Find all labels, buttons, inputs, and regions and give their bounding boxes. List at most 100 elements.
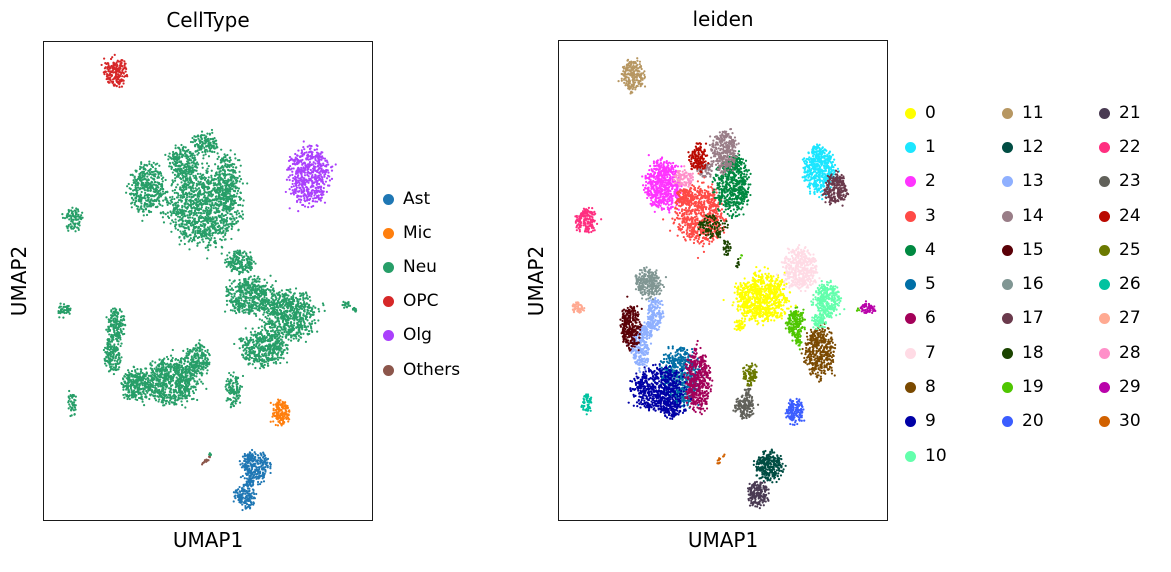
- legend-marker-icon: [1099, 382, 1110, 394]
- celltype-title: CellType: [166, 8, 250, 32]
- legend-item-8: 8: [905, 370, 1002, 404]
- legend-label: 10: [925, 445, 947, 466]
- legend-item-3: 3: [905, 199, 1002, 233]
- legend-marker-icon: [1099, 347, 1110, 359]
- legend-item-11: 11: [1002, 96, 1099, 130]
- legend-label: 25: [1119, 239, 1141, 260]
- legend-item-30: 30: [1099, 405, 1141, 439]
- legend-item-2: 2: [905, 165, 1002, 199]
- legend-item-4: 4: [905, 233, 1002, 267]
- legend-marker-icon: [1099, 279, 1110, 291]
- legend-item-5: 5: [905, 267, 1002, 301]
- celltype-axes: [43, 41, 373, 521]
- legend-marker-icon: [1002, 382, 1013, 394]
- legend-item-24: 24: [1099, 199, 1141, 233]
- legend-label: 5: [925, 274, 936, 295]
- legend-marker-icon: [1099, 416, 1110, 428]
- legend-label: 13: [1022, 171, 1044, 192]
- legend-marker-icon: [1002, 347, 1013, 359]
- legend-label: 17: [1022, 308, 1044, 329]
- legend-label: 18: [1022, 342, 1044, 363]
- legend-label: 16: [1022, 274, 1044, 295]
- legend-item-6: 6: [905, 302, 1002, 336]
- legend-label: Neu: [403, 256, 437, 277]
- legend-label: 8: [925, 377, 936, 398]
- legend-item-15: 15: [1002, 233, 1099, 267]
- legend-label: 2: [925, 171, 936, 192]
- legend-marker-icon: [905, 176, 916, 188]
- leiden-xlabel: UMAP1: [687, 528, 759, 552]
- legend-label: 30: [1119, 411, 1141, 432]
- legend-label: 1: [925, 136, 936, 157]
- celltype-xlabel: UMAP1: [172, 528, 244, 552]
- legend-item-12: 12: [1002, 130, 1099, 164]
- legend-item-29: 29: [1099, 370, 1141, 404]
- legend-label: 11: [1022, 102, 1044, 123]
- legend-label: 20: [1022, 411, 1044, 432]
- legend-marker-icon: [1002, 416, 1013, 428]
- legend-item-16: 16: [1002, 267, 1099, 301]
- legend-item-Olg: Olg: [383, 319, 460, 353]
- legend-label: 28: [1119, 342, 1141, 363]
- legend-marker-icon: [383, 330, 394, 342]
- legend-column: 11 12 13 14 15 16 17 18 19 20: [1002, 96, 1099, 473]
- legend-marker-icon: [905, 244, 916, 256]
- legend-item-22: 22: [1099, 130, 1141, 164]
- legend-marker-icon: [1002, 244, 1013, 256]
- legend-label: 29: [1119, 377, 1141, 398]
- legend-item-Mic: Mic: [383, 216, 460, 250]
- legend-marker-icon: [1002, 176, 1013, 188]
- legend-label: Ast: [403, 188, 431, 209]
- legend-marker-icon: [1002, 279, 1013, 291]
- legend-marker-icon: [383, 227, 394, 239]
- legend-item-10: 10: [905, 439, 1002, 473]
- legend-marker-icon: [1002, 141, 1013, 153]
- legend-item-19: 19: [1002, 370, 1099, 404]
- legend-item-14: 14: [1002, 199, 1099, 233]
- legend-label: OPC: [403, 291, 439, 312]
- legend-marker-icon: [383, 193, 394, 205]
- legend-label: 12: [1022, 136, 1044, 157]
- legend-marker-icon: [383, 261, 394, 273]
- leiden-legend: 0 1 2 3 4 5 6 7 8 9 10 11 12 13 14 15 16 17 18 19 20 21 22 23 24…: [905, 96, 1141, 473]
- legend-item-1: 1: [905, 130, 1002, 164]
- legend-item-0: 0: [905, 96, 1002, 130]
- leiden-ylabel: UMAP2: [524, 245, 548, 317]
- legend-column: 21 22 23 24 25 26 27 28 29 30: [1099, 96, 1141, 473]
- legend-label: 21: [1119, 102, 1141, 123]
- legend-marker-icon: [905, 210, 916, 222]
- celltype-legend: Ast Mic Neu OPC Olg Others: [383, 182, 460, 387]
- legend-item-13: 13: [1002, 165, 1099, 199]
- legend-marker-icon: [1099, 107, 1110, 119]
- legend-item-Others: Others: [383, 353, 460, 387]
- legend-label: Others: [403, 359, 461, 380]
- leiden-title: leiden: [692, 7, 754, 31]
- legend-item-25: 25: [1099, 233, 1141, 267]
- legend-item-OPC: OPC: [383, 285, 460, 319]
- legend-marker-icon: [905, 382, 916, 394]
- legend-item-Neu: Neu: [383, 250, 460, 284]
- legend-label: 19: [1022, 377, 1044, 398]
- legend-column: Ast Mic Neu OPC Olg Others: [383, 182, 460, 387]
- legend-item-27: 27: [1099, 302, 1141, 336]
- legend-marker-icon: [905, 313, 916, 325]
- legend-item-23: 23: [1099, 165, 1141, 199]
- legend-label: 14: [1022, 205, 1044, 226]
- legend-item-17: 17: [1002, 302, 1099, 336]
- legend-item-7: 7: [905, 336, 1002, 370]
- legend-item-26: 26: [1099, 267, 1141, 301]
- legend-item-28: 28: [1099, 336, 1141, 370]
- leiden-axes: [558, 40, 888, 521]
- legend-marker-icon: [905, 416, 916, 428]
- celltype-ylabel: UMAP2: [7, 245, 31, 317]
- legend-label: 7: [925, 342, 936, 363]
- legend-marker-icon: [1099, 141, 1110, 153]
- legend-marker-icon: [905, 141, 916, 153]
- legend-label: Olg: [403, 325, 432, 346]
- legend-marker-icon: [1002, 107, 1013, 119]
- legend-label: 9: [925, 411, 936, 432]
- legend-label: 27: [1119, 308, 1141, 329]
- legend-label: Mic: [403, 222, 432, 243]
- leiden-scatter-canvas: [559, 41, 887, 520]
